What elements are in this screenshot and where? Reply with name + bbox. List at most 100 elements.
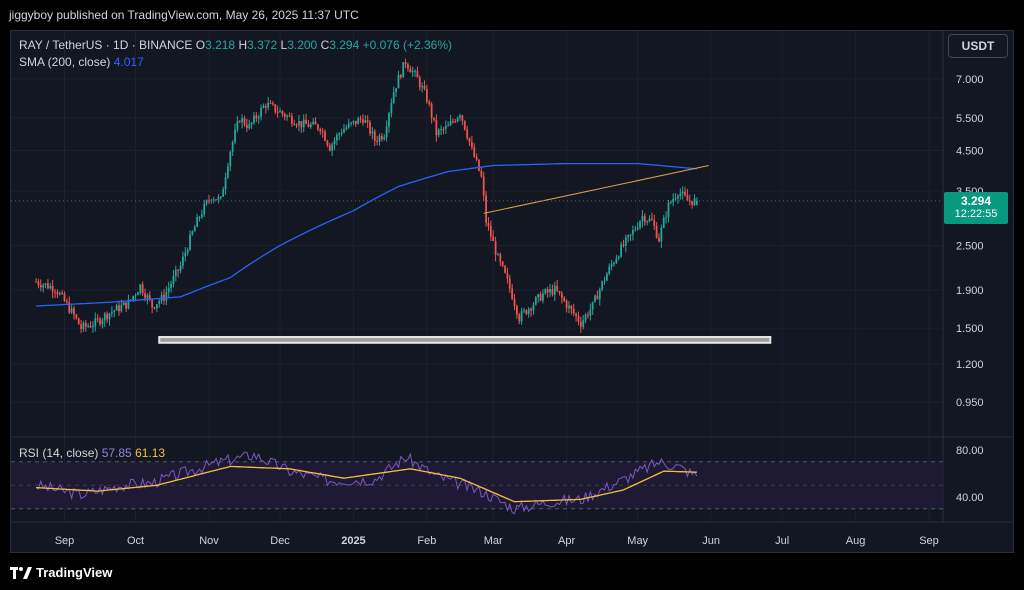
candle-body-63	[184, 252, 187, 257]
candle-body-266	[665, 217, 667, 219]
price-tick-label-7: 1.200	[956, 359, 984, 371]
rsi-ma-line	[36, 465, 697, 503]
candle-body-174	[447, 125, 450, 127]
time-tick-label-8: May	[627, 535, 648, 547]
candle-body-210	[532, 304, 535, 311]
candle-body-278	[693, 198, 696, 205]
candle-body-209	[530, 308, 532, 311]
price-axis[interactable]: 7.0005.5004.5003.5002.5001.9001.5001.200…	[956, 74, 984, 409]
candle-body-272	[679, 193, 682, 196]
candle-body-3	[42, 284, 45, 288]
candle-body-268	[669, 202, 672, 204]
candle-body-207	[525, 310, 528, 314]
candle-body-240	[603, 280, 606, 282]
candle-body-265	[662, 217, 665, 228]
candle-body-152	[395, 88, 397, 92]
candle-body-187	[478, 159, 480, 171]
candle-body-119	[317, 124, 319, 130]
candle-body-95	[260, 107, 262, 118]
time-tick-label-12: Sep	[919, 535, 939, 547]
candle-body-151	[392, 91, 395, 104]
candle-body-261	[653, 220, 656, 226]
candle-body-71	[203, 203, 206, 215]
candle-body-67	[193, 226, 196, 232]
candle-body-177	[454, 121, 457, 123]
candle-body-98	[267, 102, 270, 108]
candle-body-68	[196, 217, 199, 227]
candle-body-198	[504, 265, 506, 273]
rsi-tick-label-0: 80.00	[956, 445, 984, 457]
candle-body-139	[364, 120, 367, 123]
rsi-axis: 80.00 40.00	[956, 445, 984, 504]
candle-body-48	[148, 295, 151, 300]
candle-body-49	[151, 299, 154, 308]
candle-body-229	[577, 316, 580, 322]
symbol-name[interactable]: RAY / TetherUS · 1D · BINANCE	[19, 38, 193, 52]
candle-body-6	[49, 285, 52, 289]
price-tick-label-6: 1.500	[956, 323, 984, 335]
price-tick-label-8: 0.950	[956, 397, 984, 409]
publisher-line: jiggyboy published on TradingView.com, M…	[9, 8, 359, 22]
candle-body-184	[470, 141, 473, 148]
currency-button[interactable]: USDT	[948, 34, 1008, 58]
tradingview-logo[interactable]: TradingView	[10, 565, 112, 580]
candle-body-2	[39, 284, 42, 288]
candle-body-105	[283, 114, 286, 117]
candle-body-27	[99, 318, 101, 325]
candle-body-173	[444, 125, 447, 129]
candle-body-246	[617, 256, 620, 259]
candle-body-11	[61, 292, 64, 294]
candle-body-10	[58, 292, 61, 295]
time-axis[interactable]: Sep Oct Nov Dec 2025 Feb Mar Apr May Jun Jul Aug Sep	[55, 535, 939, 547]
candle-body-143	[373, 131, 376, 141]
candle-body-178	[456, 117, 459, 122]
candle-body-76	[215, 199, 217, 201]
trendline	[483, 165, 709, 214]
candle-body-135	[354, 120, 357, 125]
rsi-ma-value: 61.13	[135, 446, 166, 460]
candle-body-121	[321, 131, 324, 133]
last-price-value: 3.294	[960, 194, 992, 208]
candle-body-161	[416, 71, 419, 78]
candle-body-8	[54, 291, 56, 293]
rsi-pane	[11, 451, 943, 515]
candle-body-29	[103, 313, 106, 321]
rsi-label: RSI (14, close)	[19, 446, 99, 460]
candle-body-127	[335, 135, 338, 141]
candle-body-62	[182, 256, 184, 266]
candle-body-82	[229, 151, 232, 167]
candle-body-201	[511, 288, 514, 300]
candle-body-70	[200, 214, 203, 218]
candle-body-94	[257, 117, 260, 119]
candle-body-172	[442, 128, 445, 130]
candle-body-16	[73, 308, 75, 315]
candle-body-125	[331, 144, 334, 151]
candle-body-88	[243, 118, 246, 125]
candle-body-43	[137, 292, 139, 296]
sma-legend[interactable]: SMA (200, close) 4.017	[19, 55, 144, 69]
candle-body-19	[80, 324, 82, 329]
candle-body-185	[473, 147, 476, 157]
candle-body-211	[534, 297, 537, 305]
sma-value: 4.017	[113, 55, 144, 69]
candle-body-57	[170, 283, 172, 288]
candle-body-224	[565, 300, 568, 309]
time-tick-label-0: Sep	[55, 535, 75, 547]
candle-body-155	[402, 62, 405, 78]
candle-body-93	[255, 115, 258, 119]
candle-body-20	[82, 322, 85, 329]
rsi-legend[interactable]: RSI (14, close) 57.85 61.13	[19, 446, 165, 460]
candle-body-100	[272, 103, 274, 105]
candle-body-247	[620, 244, 622, 257]
sma-label: SMA (200, close)	[19, 55, 111, 69]
candle-body-213	[539, 294, 542, 301]
candle-body-74	[210, 199, 213, 201]
tradingview-logo-text: TradingView	[36, 565, 113, 580]
candle-body-28	[101, 320, 104, 325]
candle-body-235	[591, 301, 594, 310]
time-tick-label-1: Oct	[127, 535, 144, 547]
candle-body-147	[383, 137, 386, 140]
candle-body-128	[338, 133, 341, 136]
candle-body-31	[108, 313, 111, 320]
